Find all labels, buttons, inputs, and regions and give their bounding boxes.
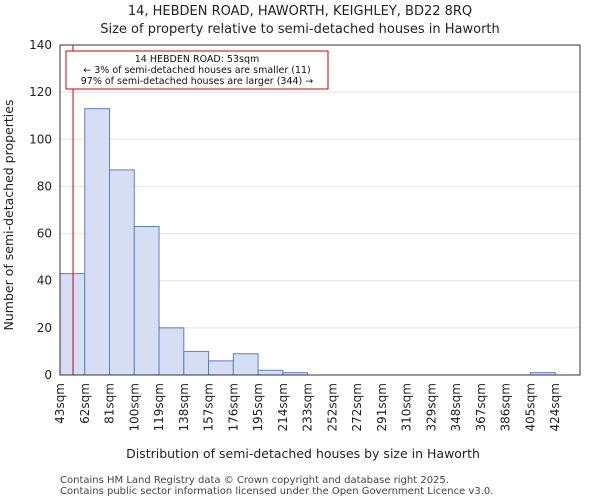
x-tick-label: 291sqm: [375, 383, 389, 431]
plot-frame: [59, 44, 581, 376]
bars: [59, 108, 556, 376]
bar-157sqm: [208, 360, 234, 376]
x-axis-label: Distribution of semi-detached houses by …: [126, 446, 480, 461]
x-tick-label: 233sqm: [301, 383, 315, 431]
x-tick-label: 119sqm: [152, 383, 166, 431]
y-tick-label: 80: [37, 179, 52, 193]
y-tick-label: 60: [37, 227, 52, 241]
y-tick-label: 40: [37, 274, 52, 288]
bar-81sqm: [109, 169, 135, 376]
annotation-line-2: ← 3% of semi-detached houses are smaller…: [83, 65, 311, 76]
x-tick-label: 424sqm: [548, 383, 562, 431]
footer-line-2: Contains public sector information licen…: [60, 486, 493, 497]
bar-62sqm: [84, 108, 111, 376]
x-tick-label: 157sqm: [202, 383, 216, 431]
chart-title: 14, HEBDEN ROAD, HAWORTH, KEIGHLEY, BD22…: [128, 4, 472, 19]
bar-176sqm: [232, 353, 259, 376]
x-tick-labels: 43sqm 62sqm 81sqm 100sqm 119sqm 138sqm 157sqm 1…: [53, 383, 562, 431]
x-tick-label: 386sqm: [499, 383, 513, 431]
annotation-line-3: 97% of semi-detached houses are larger (…: [81, 76, 314, 87]
x-tick-label: 367sqm: [474, 383, 488, 431]
x-tick-label: 195sqm: [251, 383, 265, 431]
bar-119sqm: [158, 327, 185, 376]
x-tick-label: 310sqm: [400, 383, 414, 431]
x-tick-label: 329sqm: [424, 383, 438, 431]
chart-subtitle: Size of property relative to semi-detach…: [100, 22, 500, 37]
x-tick-label: 405sqm: [523, 383, 537, 431]
x-tick-label: 252sqm: [325, 383, 339, 431]
bar-43sqm: [59, 273, 86, 376]
footer-line-1: Contains HM Land Registry data © Crown c…: [60, 475, 449, 486]
x-tick-label: 100sqm: [127, 383, 141, 431]
x-tick-label: 348sqm: [449, 383, 463, 431]
y-tick-labels: 0 20 40 60 80 100 120 140: [29, 38, 52, 382]
y-tick-label: 140: [29, 38, 52, 52]
y-tick-label: 20: [37, 321, 52, 335]
annotation-line-1: 14 HEBDEN ROAD: 53sqm: [135, 54, 259, 65]
x-tick-label: 43sqm: [53, 383, 67, 424]
y-tick-label: 120: [29, 85, 52, 99]
x-tick-label: 272sqm: [350, 383, 364, 431]
y-tick-label: 0: [44, 368, 52, 382]
annotation-box: [65, 50, 329, 90]
x-tick-label: 214sqm: [276, 383, 290, 431]
x-tick-label: 62sqm: [78, 383, 92, 424]
bar-100sqm: [133, 226, 160, 376]
x-tick-label: 81sqm: [103, 383, 117, 424]
y-axis-label: Number of semi-detached properties: [1, 100, 16, 331]
x-tick-label: 138sqm: [177, 383, 191, 431]
y-tick-label: 100: [29, 132, 52, 146]
bar-195sqm: [257, 369, 284, 376]
bar-138sqm: [183, 350, 210, 376]
x-tick-label: 176sqm: [226, 383, 240, 431]
